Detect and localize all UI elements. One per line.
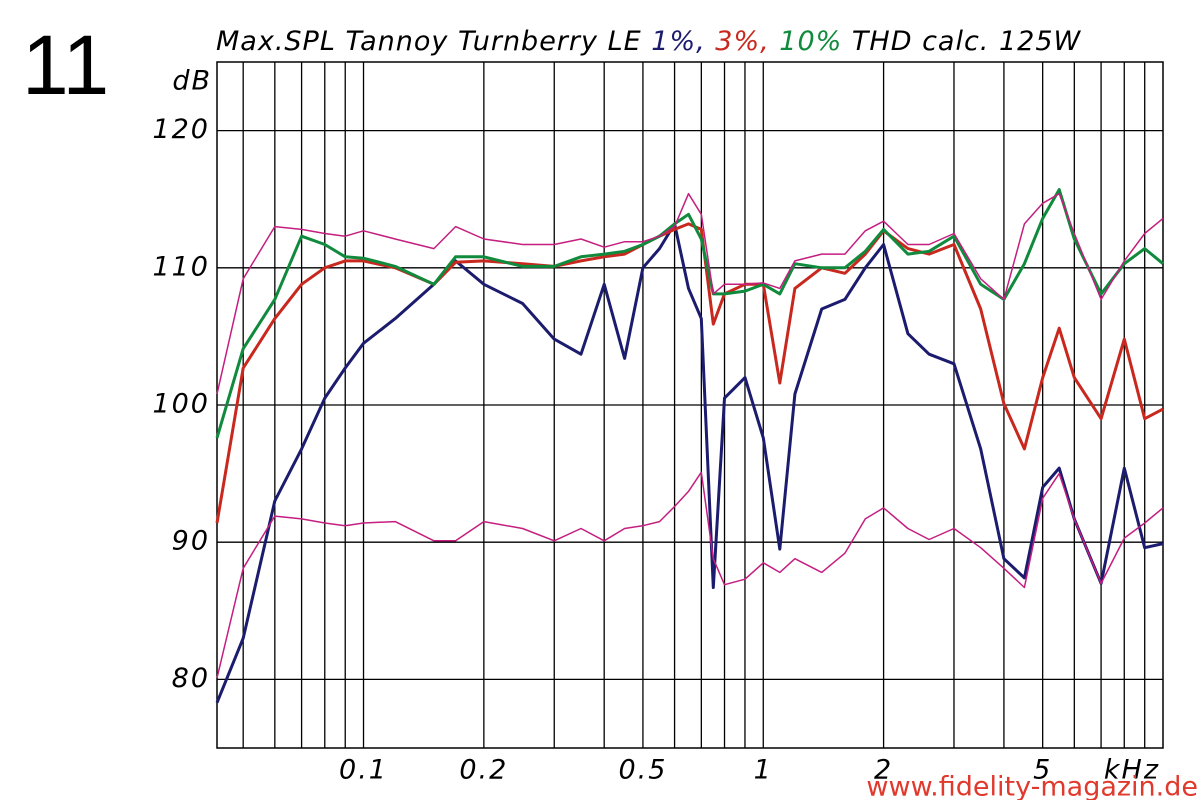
y-axis-label: dB — [172, 66, 212, 97]
figure-number: 11 — [22, 18, 109, 112]
legend-entry: 10% — [779, 26, 842, 57]
title-text: Max.SPL Tannoy Turnberry LE — [216, 26, 642, 57]
series-line — [216, 192, 1164, 395]
legend-entry: 3%, — [715, 26, 769, 57]
series-line — [215, 188, 1164, 439]
chart-title: Max.SPL Tannoy Turnberry LE 1%, 3%, 10% … — [216, 26, 1082, 57]
y-tick-label: 100 — [152, 389, 210, 420]
legend-entry: 1%, — [651, 26, 705, 57]
x-tick-label: 1 — [754, 755, 773, 786]
plot-frame — [216, 61, 1164, 749]
series-line — [216, 471, 1164, 679]
x-tick-label: 2 — [874, 755, 893, 786]
x-tick-label: 0.2 — [459, 755, 508, 786]
watermark: www.fidelity-magazin.de — [866, 772, 1198, 800]
x-tick-label: 0.5 — [618, 755, 667, 786]
y-tick-label: 90 — [172, 526, 210, 557]
series-line — [215, 222, 1164, 704]
plot-area: 80 90 100 110 120 0.1 0.2 0.5 1 2 5 — [152, 61, 1164, 786]
title-suffix: THD calc. 125W — [852, 26, 1082, 57]
y-tick-label: 80 — [172, 663, 210, 694]
x-tick-label: 0.1 — [339, 755, 388, 786]
y-tick-label: 120 — [152, 114, 210, 145]
y-tick-label: 110 — [152, 251, 210, 282]
x-tick-label: 5 — [1033, 755, 1052, 786]
x-axis-label: kHz — [1104, 755, 1160, 786]
